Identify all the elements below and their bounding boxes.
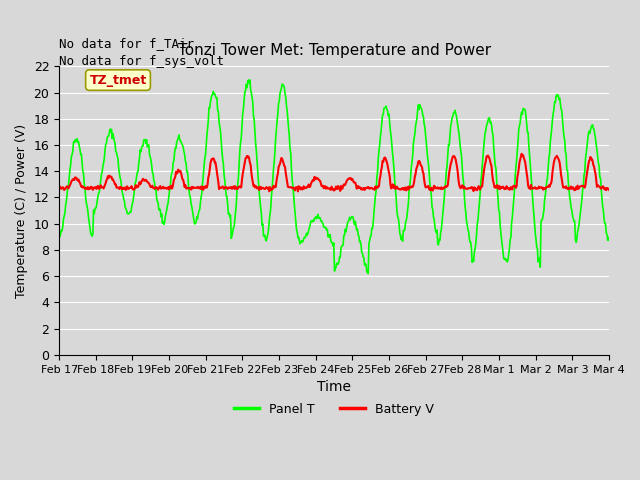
Panel T bbox=[55, 233, 63, 239]
Battery V bbox=[392, 186, 399, 192]
Text: No data for f_TAir: No data for f_TAir bbox=[59, 37, 194, 50]
Battery V bbox=[422, 184, 430, 190]
Text: TZ_tmet: TZ_tmet bbox=[90, 73, 147, 86]
Battery V bbox=[55, 186, 63, 192]
Battery V bbox=[120, 186, 127, 192]
Battery V bbox=[248, 175, 256, 181]
X-axis label: Time: Time bbox=[317, 380, 351, 394]
Panel T bbox=[364, 271, 372, 276]
Panel T bbox=[246, 77, 253, 83]
Title: Tonzi Tower Met: Temperature and Power: Tonzi Tower Met: Temperature and Power bbox=[177, 43, 491, 58]
Panel T bbox=[392, 195, 400, 201]
Panel T bbox=[221, 178, 228, 183]
Panel T bbox=[605, 234, 613, 240]
Legend: Panel T, Battery V: Panel T, Battery V bbox=[229, 398, 439, 421]
Battery V bbox=[269, 185, 276, 191]
Panel T bbox=[269, 166, 277, 171]
Battery V bbox=[605, 187, 613, 193]
Panel T bbox=[249, 99, 257, 105]
Panel T bbox=[423, 148, 431, 154]
Battery V bbox=[518, 151, 525, 156]
Y-axis label: Temperature (C) / Power (V): Temperature (C) / Power (V) bbox=[15, 123, 28, 298]
Line: Panel T: Panel T bbox=[59, 80, 609, 274]
Battery V bbox=[221, 185, 228, 191]
Text: No data for f_sys_volt: No data for f_sys_volt bbox=[59, 55, 224, 68]
Line: Battery V: Battery V bbox=[59, 154, 609, 192]
Panel T bbox=[120, 196, 127, 202]
Battery V bbox=[294, 189, 302, 194]
